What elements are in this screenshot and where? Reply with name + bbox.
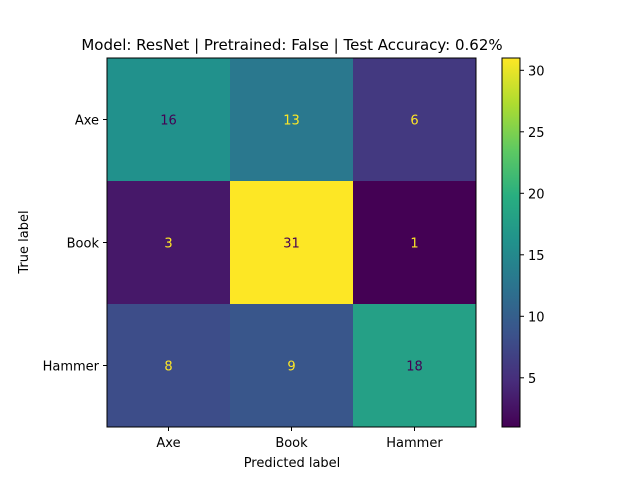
cell-value-label: 9 (287, 360, 295, 375)
cell-value-label: 31 (283, 237, 300, 252)
y-axis-label: True label (17, 210, 32, 274)
cell-value-label: 3 (164, 237, 172, 252)
colorbar-ticks: 5 10 15 20 25 30 (520, 64, 545, 387)
colorbar (501, 57, 521, 428)
cell-value-label: 18 (406, 360, 423, 375)
cell-value-label: 6 (410, 114, 418, 129)
y-tick-label: Axe (75, 114, 99, 129)
colorbar-tick-label: 30 (528, 64, 545, 79)
colorbar-tick-label: 20 (528, 187, 545, 202)
heatmap-cell (353, 181, 477, 305)
cell-value-label: 8 (164, 360, 172, 375)
colorbar-tick-label: 15 (528, 249, 545, 264)
colorbar-tick-label: 10 (528, 310, 545, 325)
y-tick-label: Hammer (43, 360, 100, 375)
x-tick-label: Hammer (386, 436, 443, 451)
chart-title: Model: ResNet | Pretrained: False | Test… (81, 36, 502, 54)
x-axis-label: Predicted label (244, 456, 341, 471)
cell-value-label: 16 (160, 114, 177, 129)
cell-value-label: 1 (410, 237, 418, 252)
heatmap-cell (230, 181, 354, 305)
heatmap-cells: 16 13 63 31 18 9 18 (107, 58, 477, 428)
x-tick-label: Book (275, 436, 308, 451)
colorbar-tick-label: 5 (528, 372, 536, 387)
colorbar-tick-label: 25 (528, 126, 545, 141)
y-tick-label: Book (67, 237, 100, 252)
heatmap-cell (107, 181, 231, 305)
heatmap-cell (107, 58, 231, 182)
heatmap-cell (107, 304, 231, 428)
y-axis-ticks: Axe Book Hammer (43, 114, 107, 375)
x-axis-ticks: Axe Book Hammer (156, 427, 443, 451)
heatmap-cell (353, 304, 477, 428)
x-tick-label: Axe (156, 436, 180, 451)
heatmap-cell (230, 304, 354, 428)
heatmap-cell (353, 58, 477, 182)
heatmap-cell (230, 58, 354, 182)
cell-value-label: 13 (283, 114, 300, 129)
